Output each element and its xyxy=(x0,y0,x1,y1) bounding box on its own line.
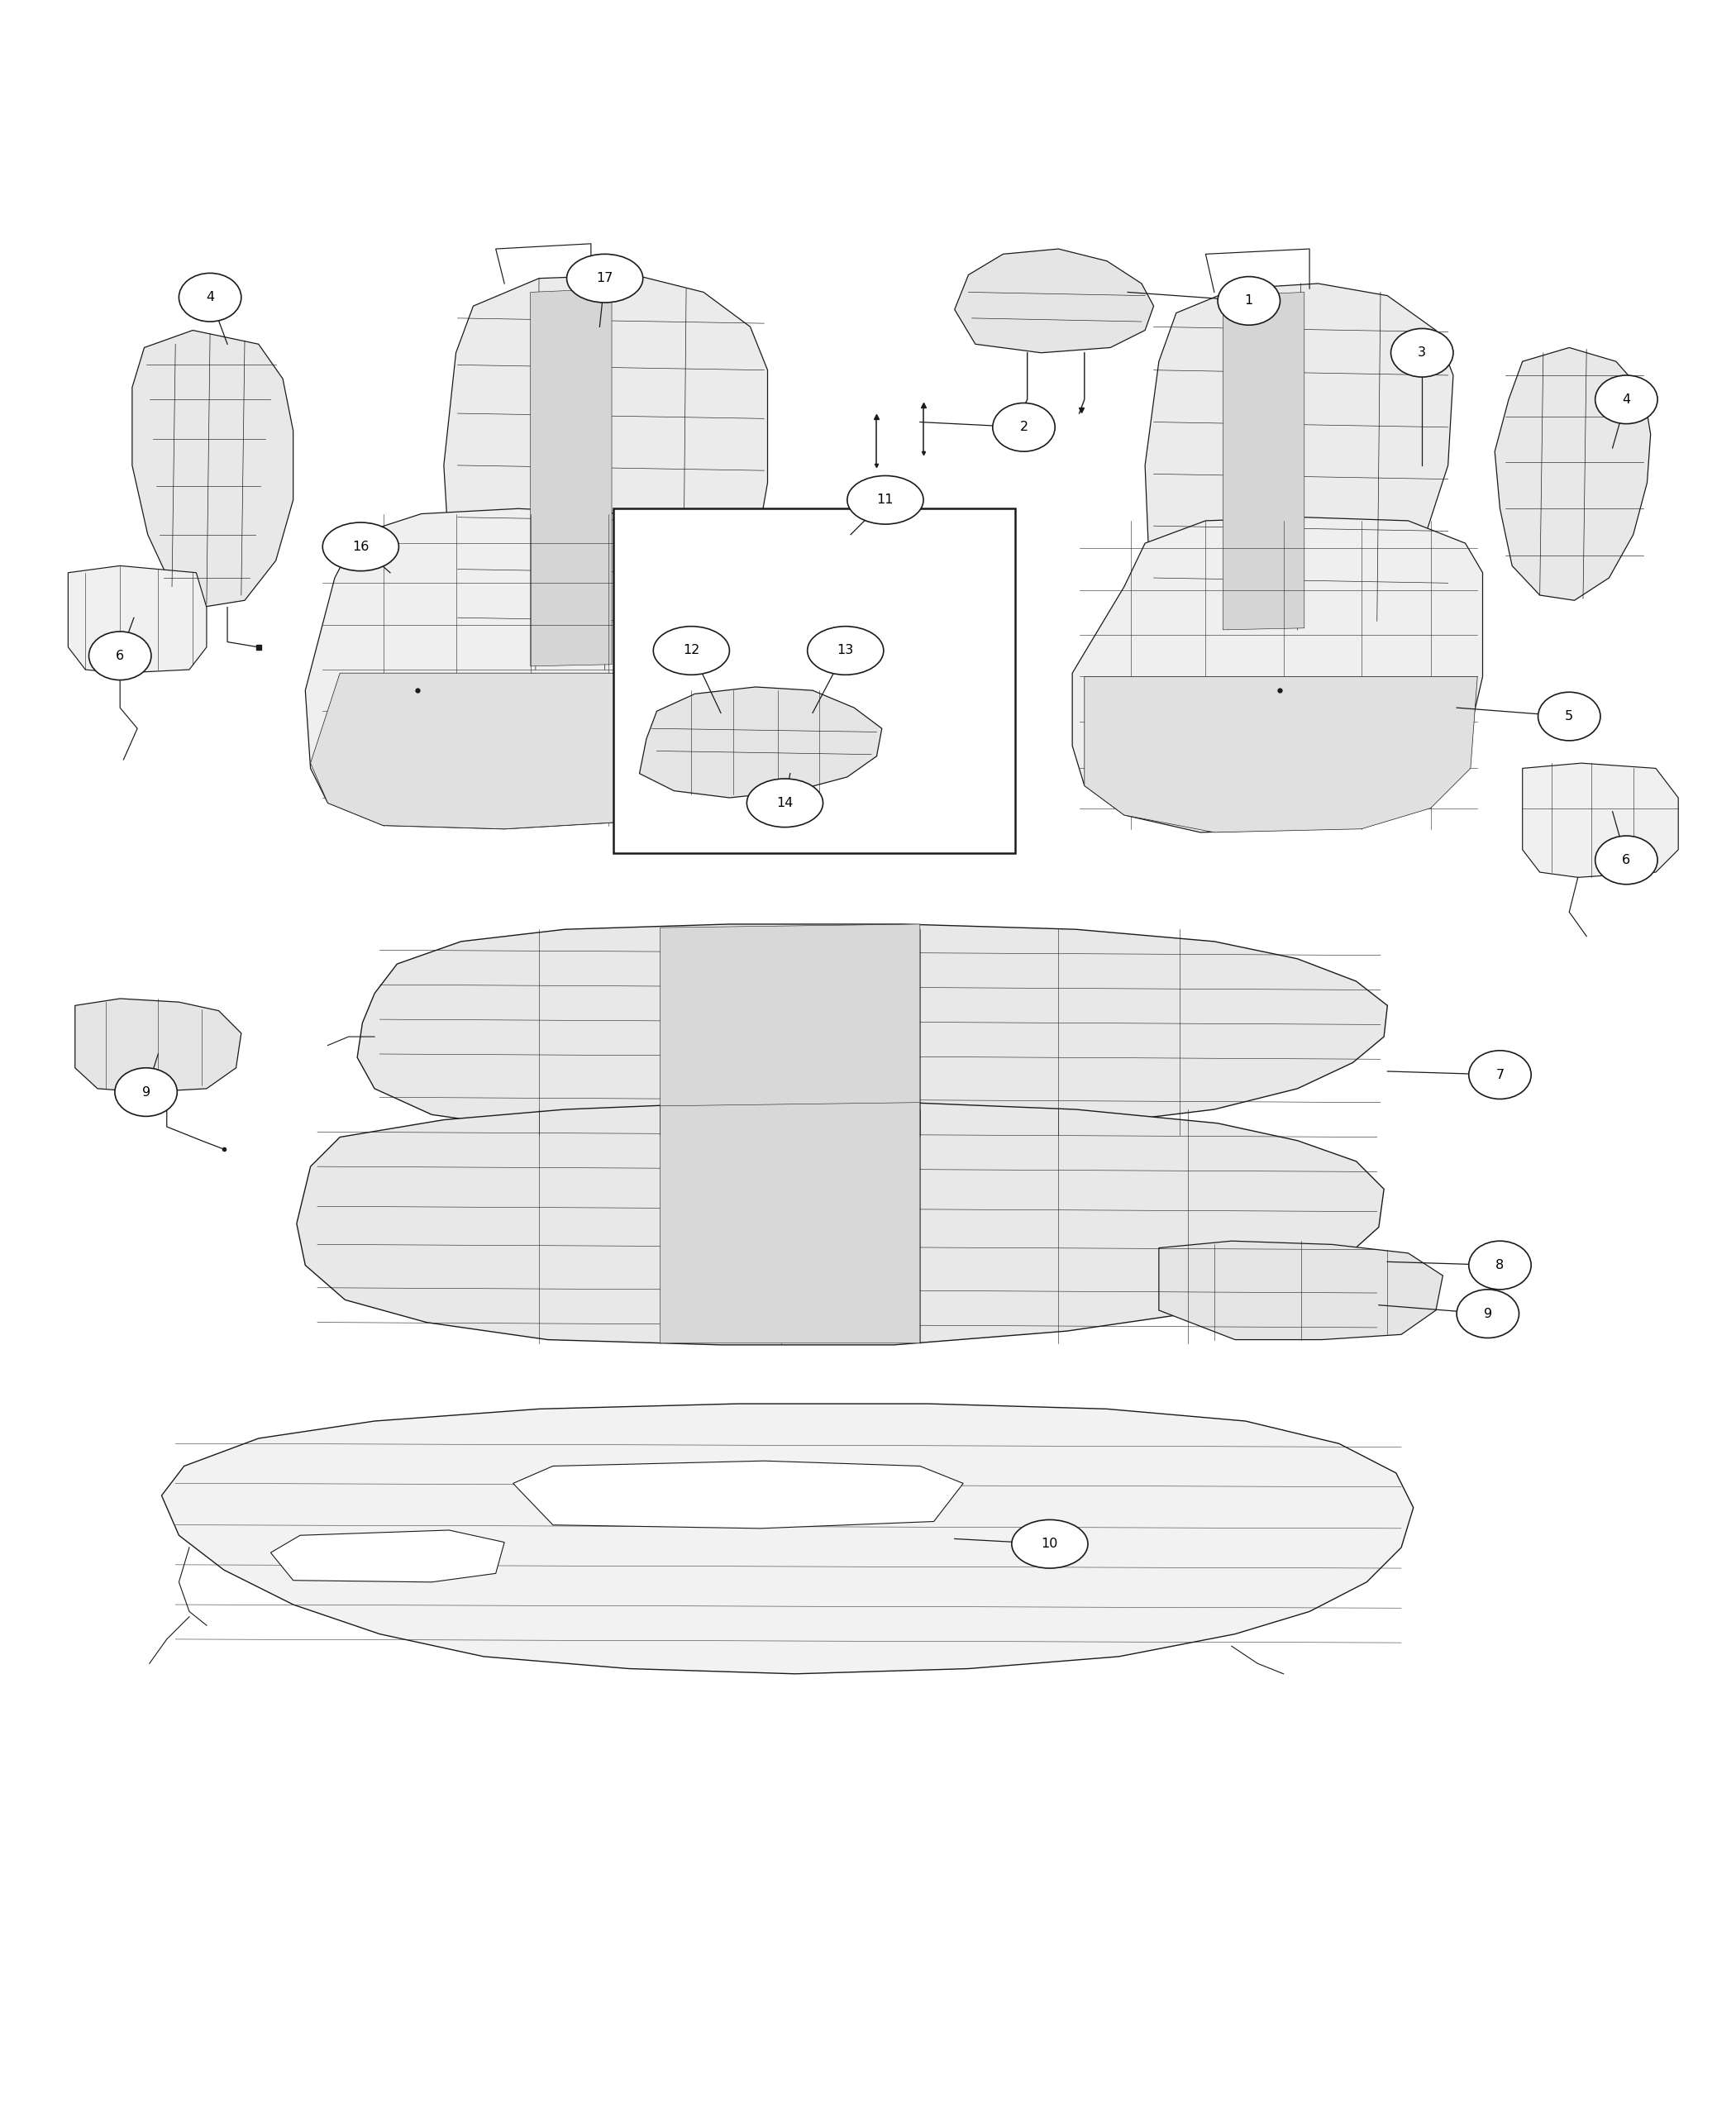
Polygon shape xyxy=(531,289,611,666)
Ellipse shape xyxy=(653,626,729,675)
Polygon shape xyxy=(75,999,241,1092)
Text: 14: 14 xyxy=(776,797,793,809)
Polygon shape xyxy=(1522,763,1679,877)
Text: 6: 6 xyxy=(116,649,125,662)
Polygon shape xyxy=(1073,516,1483,833)
Text: 12: 12 xyxy=(682,645,700,658)
Ellipse shape xyxy=(1469,1050,1531,1098)
Ellipse shape xyxy=(1595,837,1658,885)
Ellipse shape xyxy=(179,274,241,323)
Ellipse shape xyxy=(807,626,884,675)
Text: 9: 9 xyxy=(142,1086,151,1098)
Text: 11: 11 xyxy=(877,493,894,506)
Polygon shape xyxy=(161,1404,1413,1674)
Ellipse shape xyxy=(1538,691,1601,740)
Polygon shape xyxy=(639,687,882,797)
Polygon shape xyxy=(311,672,790,828)
Polygon shape xyxy=(660,923,920,1136)
Polygon shape xyxy=(306,508,802,828)
Polygon shape xyxy=(514,1461,963,1528)
Polygon shape xyxy=(297,1102,1384,1345)
Ellipse shape xyxy=(746,778,823,826)
Ellipse shape xyxy=(1391,329,1453,377)
Text: 1: 1 xyxy=(1245,295,1253,308)
Text: 7: 7 xyxy=(1496,1069,1503,1081)
Polygon shape xyxy=(1222,293,1304,630)
Text: 3: 3 xyxy=(1418,346,1427,358)
Ellipse shape xyxy=(115,1069,177,1117)
Ellipse shape xyxy=(1012,1520,1088,1568)
Text: 13: 13 xyxy=(837,645,854,658)
Polygon shape xyxy=(132,331,293,607)
Text: 8: 8 xyxy=(1496,1258,1503,1271)
Text: 4: 4 xyxy=(1621,394,1630,405)
Text: 17: 17 xyxy=(597,272,613,285)
Ellipse shape xyxy=(1457,1290,1519,1339)
Ellipse shape xyxy=(1469,1242,1531,1290)
Text: 16: 16 xyxy=(352,540,370,552)
Ellipse shape xyxy=(1217,276,1279,325)
Text: 6: 6 xyxy=(1621,854,1630,866)
Text: 2: 2 xyxy=(1019,422,1028,434)
Text: 10: 10 xyxy=(1042,1539,1059,1549)
Polygon shape xyxy=(444,274,767,670)
Polygon shape xyxy=(358,923,1387,1136)
Polygon shape xyxy=(68,565,207,672)
Text: 9: 9 xyxy=(1484,1307,1491,1320)
Polygon shape xyxy=(1085,677,1477,833)
Ellipse shape xyxy=(1595,375,1658,424)
Polygon shape xyxy=(955,249,1154,352)
FancyBboxPatch shape xyxy=(613,508,1016,854)
Ellipse shape xyxy=(89,632,151,681)
Polygon shape xyxy=(271,1530,505,1583)
Text: 4: 4 xyxy=(207,291,214,304)
Ellipse shape xyxy=(323,523,399,571)
Ellipse shape xyxy=(847,476,924,525)
Polygon shape xyxy=(660,1102,920,1343)
Ellipse shape xyxy=(566,255,642,304)
Polygon shape xyxy=(1495,348,1651,601)
Polygon shape xyxy=(1160,1242,1443,1341)
Polygon shape xyxy=(1146,282,1453,630)
Text: 5: 5 xyxy=(1566,710,1573,723)
Ellipse shape xyxy=(993,403,1055,451)
